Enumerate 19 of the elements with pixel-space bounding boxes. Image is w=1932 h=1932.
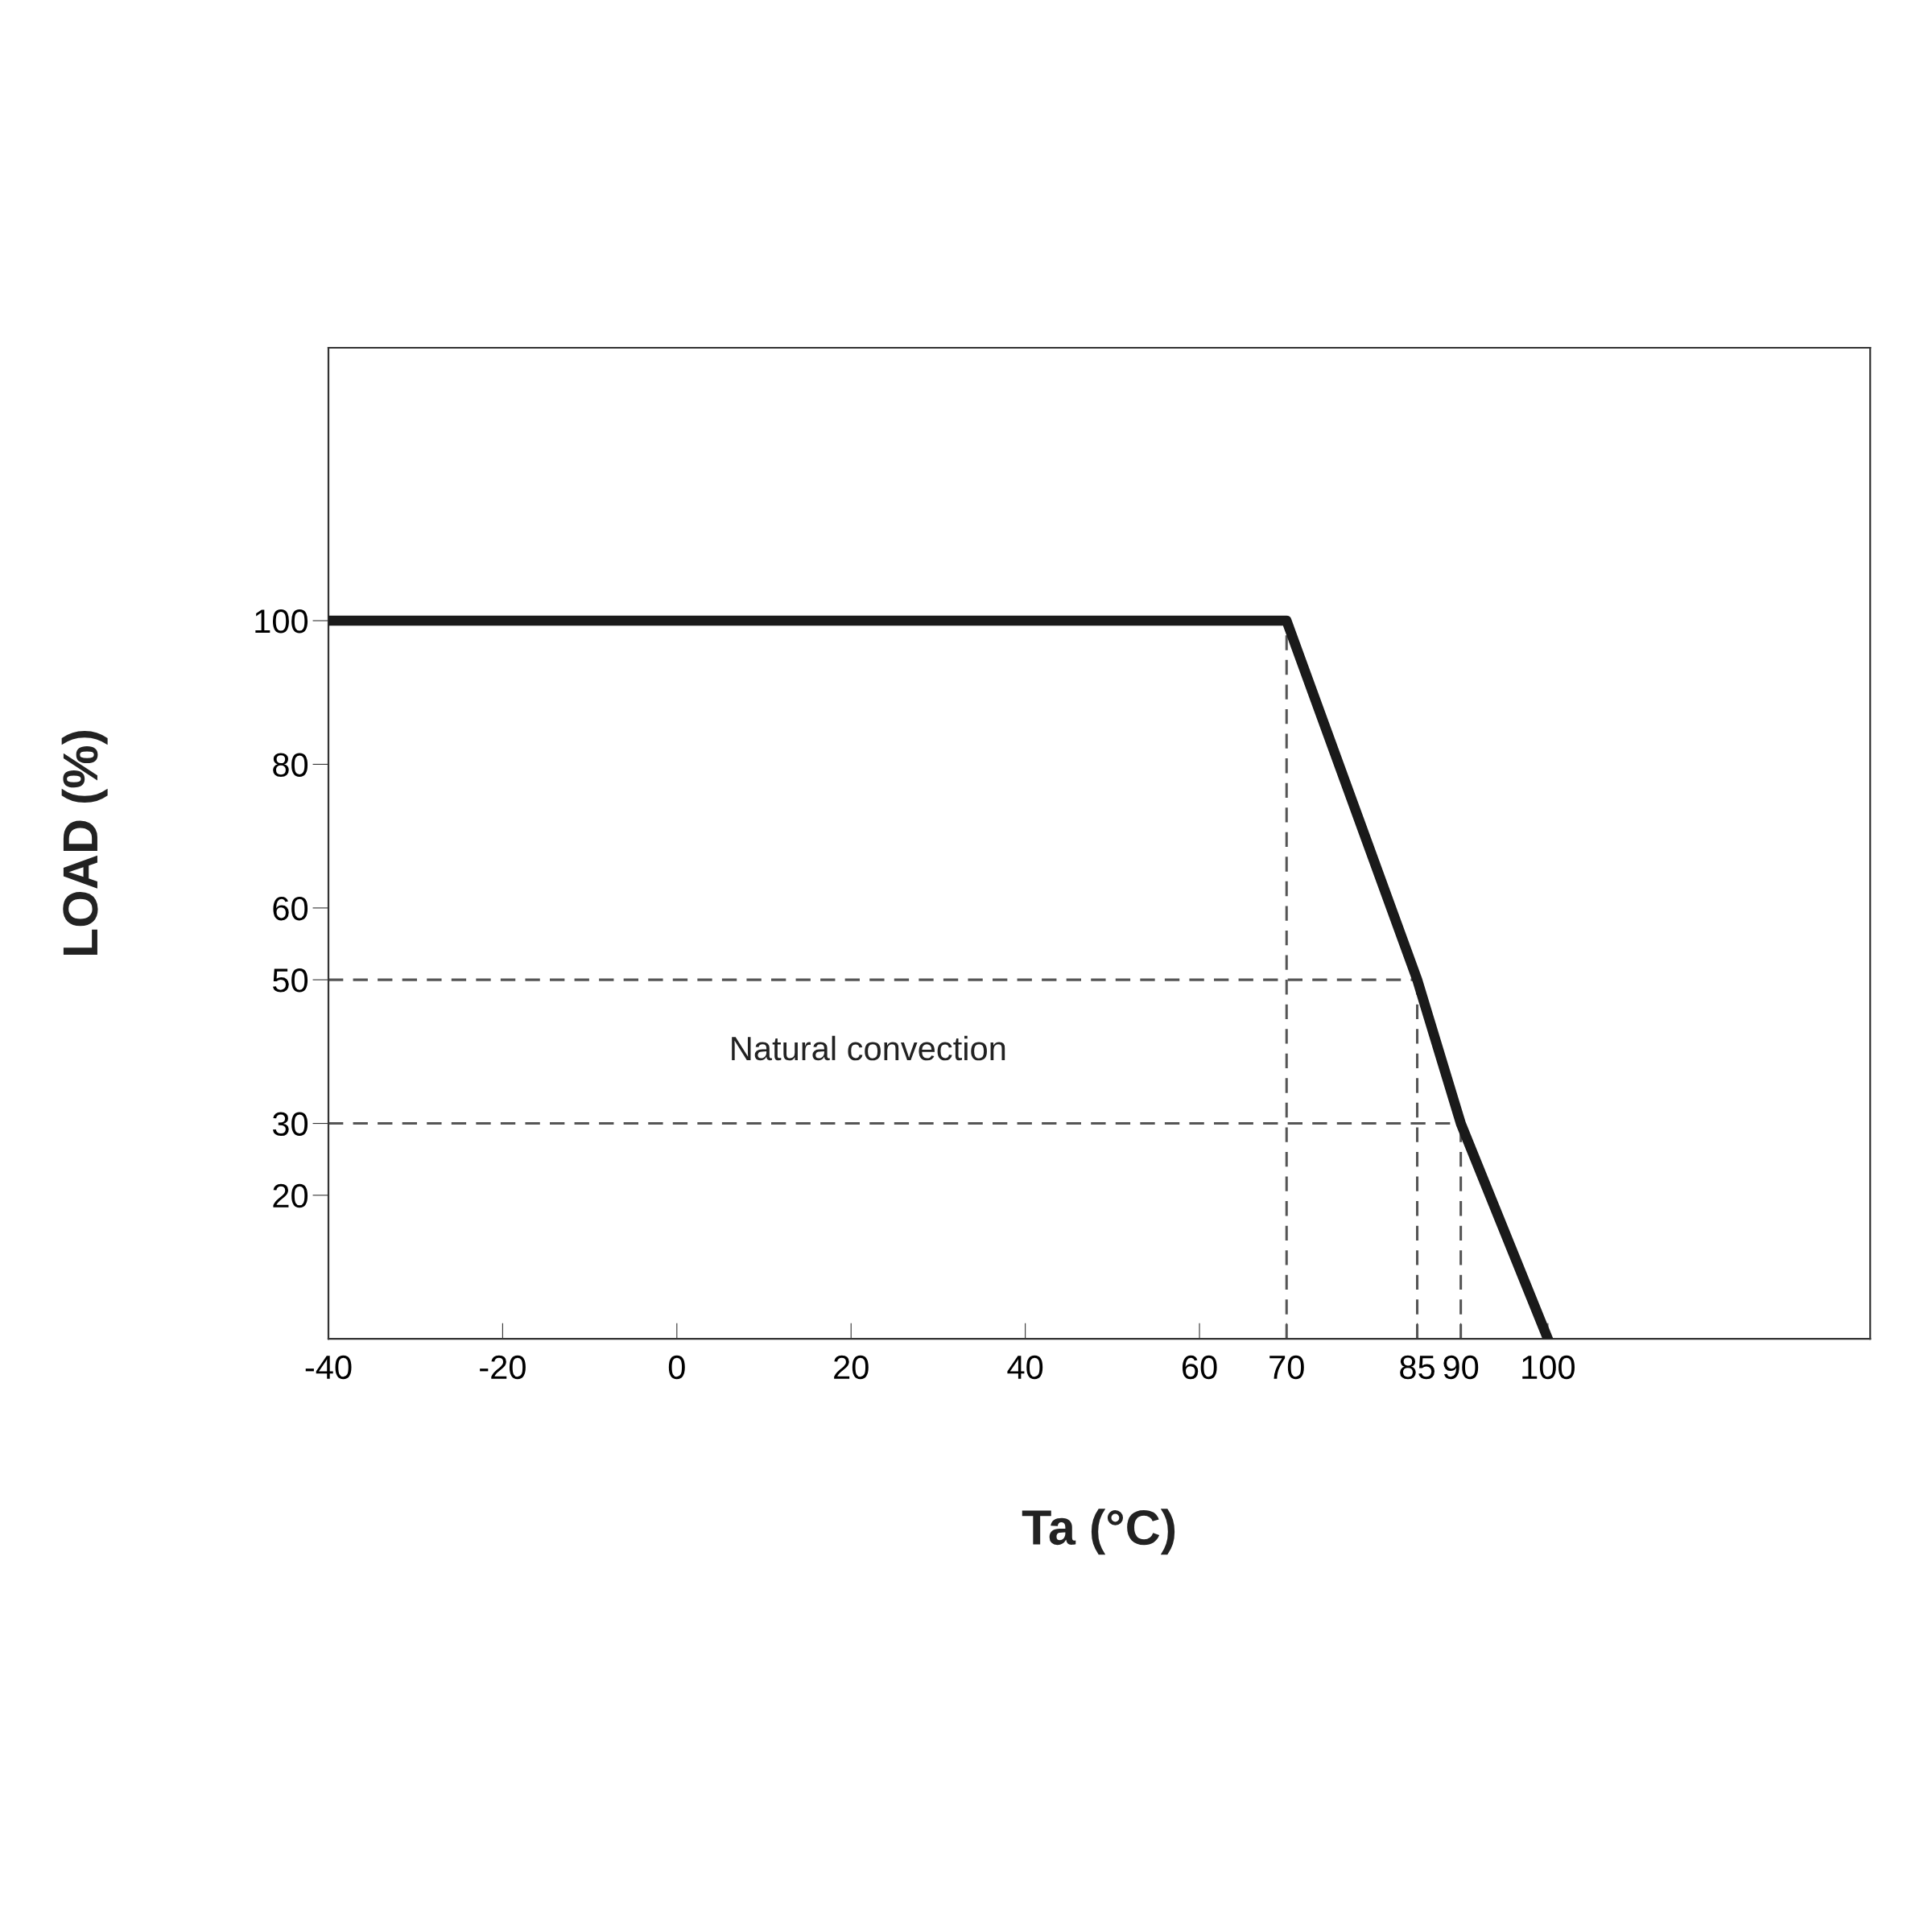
x-tick-label: 70 <box>1269 1355 1304 1380</box>
x-tick-label: -20 <box>480 1355 526 1380</box>
y-tick-label: 80 <box>273 753 308 777</box>
x-tick-label: 85 <box>1400 1355 1435 1380</box>
y-tick-label: 20 <box>273 1183 308 1208</box>
x-tick-label: 0 <box>668 1355 685 1380</box>
y-tick-label: 60 <box>273 896 308 921</box>
x-axis-title: Ta (°C) <box>1022 1509 1175 1555</box>
x-tick-label: 20 <box>834 1355 869 1380</box>
x-tick-label: 40 <box>1007 1355 1043 1380</box>
annotation: Natural convection <box>732 1035 1005 1061</box>
x-tick-label: 60 <box>1182 1355 1217 1380</box>
x-tick-label: -40 <box>305 1355 352 1380</box>
y-tick-label: 100 <box>255 609 308 634</box>
y-tick-label: 50 <box>273 968 308 993</box>
x-tick-label: 90 <box>1443 1355 1479 1380</box>
x-tick-label: 100 <box>1522 1355 1575 1380</box>
y-tick-label: 30 <box>272 1112 308 1137</box>
y-axis-title: LOAD (%) <box>61 731 108 956</box>
